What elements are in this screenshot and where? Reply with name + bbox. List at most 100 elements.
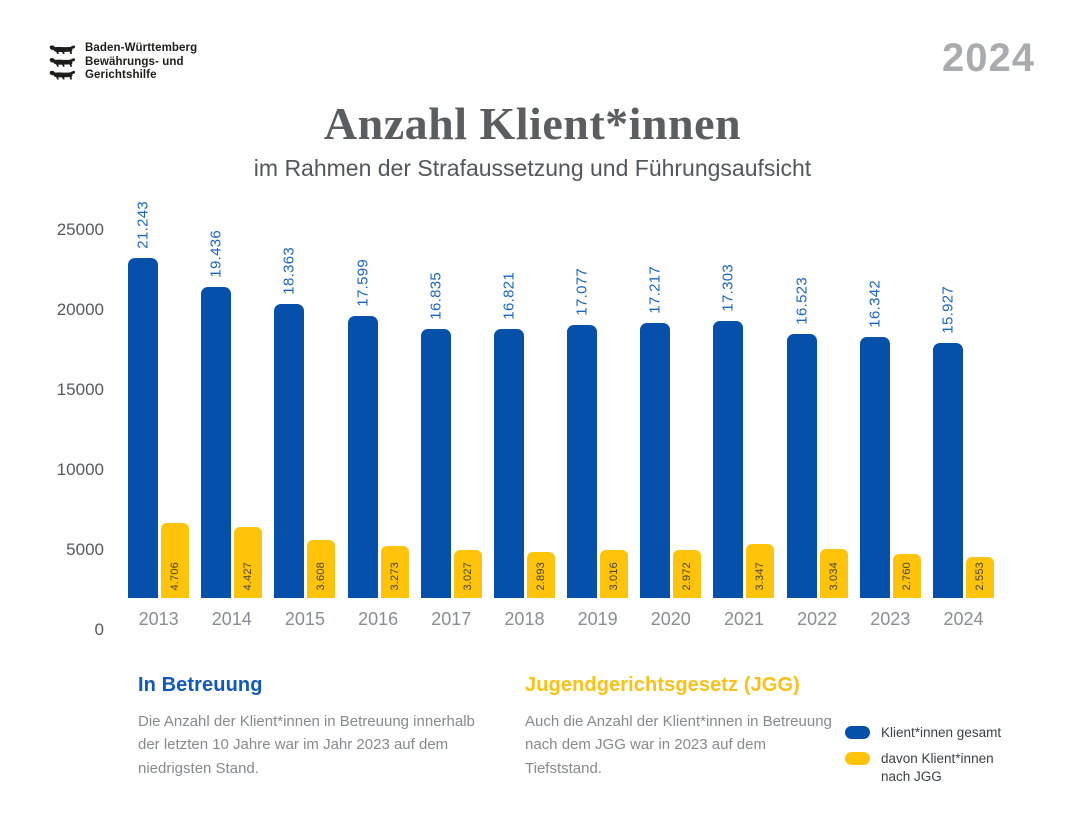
- bar-pair: 17.599 3.273: [342, 230, 415, 598]
- x-axis-label: 2022: [797, 609, 838, 629]
- jgg-bar: 2.893: [526, 552, 555, 598]
- total-value-label: 21.243: [134, 201, 152, 249]
- bar-pair: 16.835 3.027: [415, 230, 488, 598]
- jgg-value-label: 2.760: [900, 562, 913, 591]
- total-bar: 18.363: [274, 247, 305, 598]
- total-value-label: 16.835: [427, 272, 445, 320]
- y-axis-label: 20000: [56, 300, 104, 319]
- org-name-line1: Baden-Württemberg: [85, 42, 198, 54]
- x-axis-label: 2013: [138, 609, 179, 629]
- total-bar: 17.217: [640, 266, 671, 598]
- x-axis-label: 2020: [650, 609, 691, 629]
- total-bar: 15.927: [932, 286, 963, 598]
- total-value-label: 16.821: [500, 272, 518, 320]
- y-axis-label: 5000: [66, 540, 104, 559]
- x-axis-label: 2018: [504, 609, 545, 629]
- jgg-bar: 3.608: [307, 540, 336, 598]
- org-name-line3: Gerichtshilfe: [85, 69, 157, 81]
- jgg-bar: 3.016: [600, 550, 629, 598]
- total-value-label: 16.342: [866, 280, 884, 328]
- bar-group: 15.927 2.553 2024: [927, 230, 1000, 630]
- total-value-label: 18.363: [280, 247, 298, 295]
- three-lions-icon: [49, 45, 76, 80]
- x-axis-label: 2019: [577, 609, 618, 629]
- jgg-bar: 3.027: [453, 550, 482, 598]
- x-axis-label: 2017: [431, 609, 472, 629]
- total-bar: 16.835: [420, 272, 451, 598]
- y-axis-label: 0: [94, 620, 104, 639]
- bar-pair: 17.077 3.016: [561, 230, 634, 598]
- bar-pair: 15.927 2.553: [927, 230, 1000, 598]
- jgg-value-label: 3.347: [754, 562, 767, 591]
- note-in-betreuung: In Betreuung Die Anzahl der Klient*innen…: [138, 674, 480, 795]
- total-value-label: 17.217: [646, 266, 664, 314]
- x-axis-label: 2014: [211, 609, 252, 629]
- bar-group: 17.217 2.972 2020: [634, 230, 707, 630]
- jgg-value-label: 4.427: [242, 562, 255, 591]
- total-bar: 16.821: [493, 272, 524, 598]
- total-value-label: 17.599: [354, 259, 372, 307]
- chart-legend: Klient*innen gesamt davon Klient*innen na…: [845, 724, 1021, 795]
- x-axis-label: 2021: [723, 609, 764, 629]
- report-year-badge: 2024: [942, 36, 1035, 80]
- plot-area: 21.243 4.706 2013 19.436 4.427 2014 18.363 3.60…: [122, 201, 1000, 630]
- legend-item: davon Klient*innen nach JGG: [845, 750, 1021, 786]
- bar-group: 16.342 2.760 2023: [854, 230, 927, 630]
- total-bar: 19.436: [201, 230, 232, 598]
- total-value-label: 19.436: [207, 230, 225, 278]
- total-value-label: 16.523: [793, 277, 811, 325]
- total-bar: 21.243: [128, 201, 159, 598]
- jgg-bar: 4.706: [161, 523, 190, 598]
- bar-pair: 16.342 2.760: [854, 230, 927, 598]
- x-axis-label: 2024: [943, 609, 984, 629]
- note-left-heading: In Betreuung: [138, 674, 263, 696]
- bar-group: 18.363 3.608 2015: [268, 230, 341, 630]
- page-title: Anzahl Klient*innen: [323, 98, 742, 149]
- y-axis-label: 10000: [56, 460, 104, 479]
- total-bar: 17.077: [567, 268, 598, 598]
- x-axis-label: 2023: [870, 609, 911, 629]
- note-right-heading: Jugendgerichtsgesetz (JGG): [525, 674, 800, 696]
- note-right-body: Auch die Anzahl der Klient*innen in Betr…: [525, 713, 832, 777]
- x-axis-label: 2016: [358, 609, 399, 629]
- bar-chart: 0 5000 10000 15000 20000 25000 21.243 4.706 201…: [57, 201, 1000, 639]
- total-bar: 16.523: [786, 277, 817, 598]
- bar-pair: 17.217 2.972: [634, 230, 707, 598]
- jgg-value-label: 3.016: [608, 562, 621, 591]
- bar-pair: 18.363 3.608: [268, 230, 341, 598]
- y-axis: 0 5000 10000 15000 20000 25000: [57, 220, 114, 639]
- total-value-label: 17.303: [719, 264, 737, 312]
- jgg-value-label: 2.972: [681, 562, 694, 591]
- bar-pair: 17.303 3.347: [707, 230, 780, 598]
- legend-label: davon Klient*innen nach JGG: [881, 751, 994, 785]
- x-axis-label: 2015: [284, 609, 325, 629]
- jgg-bar: 3.034: [819, 549, 848, 598]
- bar-pair: 16.821 2.893: [488, 230, 561, 598]
- jgg-value-label: 3.027: [461, 562, 474, 591]
- total-bar: 17.599: [347, 259, 378, 598]
- legend-swatch-icon: [845, 752, 870, 766]
- total-bar: 16.342: [859, 280, 890, 598]
- total-value-label: 15.927: [939, 286, 957, 334]
- y-axis-label: 25000: [56, 220, 104, 239]
- legend-item: Klient*innen gesamt: [845, 724, 1021, 742]
- bar-pair: 21.243 4.706: [122, 201, 195, 598]
- bar-group: 17.303 3.347 2021: [707, 230, 780, 630]
- footer: In Betreuung Die Anzahl der Klient*innen…: [138, 674, 1021, 795]
- legend-swatch-icon: [845, 726, 870, 739]
- y-axis-label: 15000: [56, 380, 104, 399]
- bar-pair: 19.436 4.427: [195, 230, 268, 598]
- note-jgg: Jugendgerichtsgesetz (JGG) Auch die Anza…: [525, 674, 843, 795]
- jgg-bar: 2.972: [673, 550, 702, 598]
- bar-pair: 16.523 3.034: [781, 230, 854, 598]
- legend-label: Klient*innen gesamt: [881, 725, 1002, 740]
- org-name: Baden-Württemberg Bewährungs- und Gerich…: [85, 42, 197, 83]
- bar-group: 21.243 4.706 2013: [122, 201, 195, 630]
- jgg-value-label: 3.608: [315, 562, 328, 591]
- total-value-label: 17.077: [573, 268, 591, 316]
- jgg-value-label: 2.553: [973, 562, 986, 591]
- jgg-value-label: 3.273: [388, 562, 401, 591]
- page-subtitle: im Rahmen der Strafaussetzung und Führun…: [253, 155, 812, 181]
- title-block: Anzahl Klient*innen im Rahmen der Strafa…: [0, 97, 1065, 182]
- jgg-bar: 2.760: [892, 554, 921, 598]
